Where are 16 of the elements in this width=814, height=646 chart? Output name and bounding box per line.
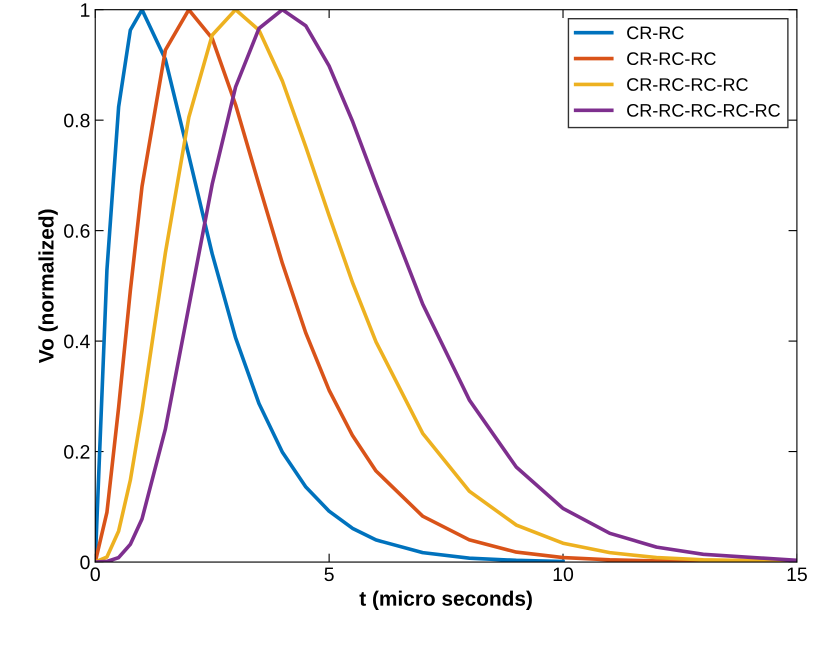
x-tick-label: 15 (788, 568, 807, 582)
legend-label: CR-RC-RC-RC-RC (627, 104, 780, 117)
x-axis-title: t (micro seconds) (360, 590, 532, 610)
x-tick-label: 5 (324, 568, 334, 582)
y-tick-label: 1 (81, 3, 90, 17)
y-tick-label: 0.2 (64, 445, 90, 459)
y-tick-label: 0.4 (64, 334, 90, 348)
y-tick-label: 0 (80, 555, 90, 570)
y-tick-label: 0.6 (64, 224, 90, 238)
legend-label: CR-RC (627, 26, 684, 40)
y-axis-title: Vo (normalized) (38, 210, 58, 364)
legend-label: CR-RC-RC (627, 52, 716, 66)
x-tick-label: 10 (554, 567, 574, 582)
y-tick-label: 0.8 (64, 114, 90, 128)
x-tick-label: 0 (90, 567, 100, 582)
legend-label: CR-RC-RC-RC (627, 78, 748, 91)
